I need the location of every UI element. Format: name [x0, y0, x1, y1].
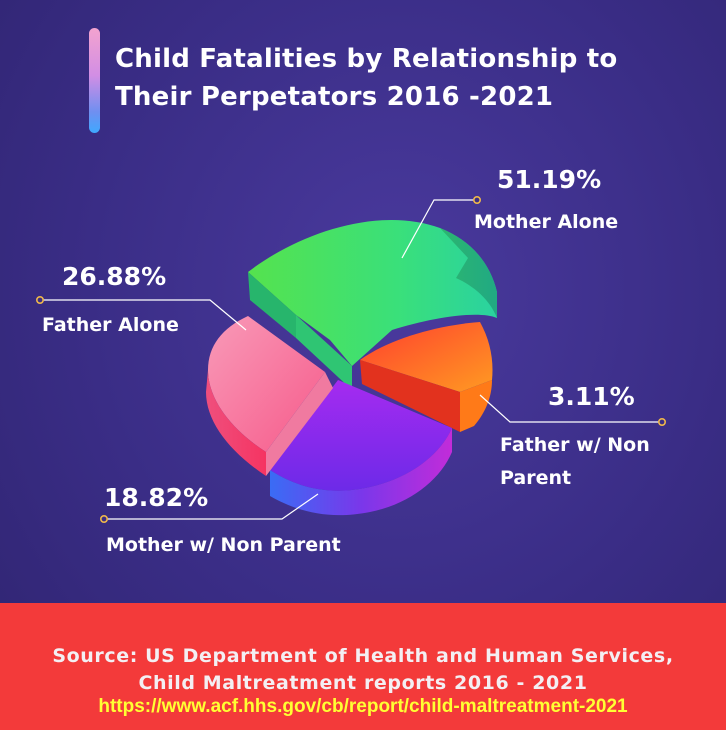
value-label-father-w-non-parent: 3.11%	[548, 382, 635, 411]
pie-slice-mother-alone	[248, 219, 497, 390]
source-url[interactable]: https://www.acf.hhs.gov/cb/report/child-…	[98, 696, 628, 717]
category-label-mother-alone: Mother Alone	[474, 211, 618, 233]
pie-chart: 51.19% 26.88% 3.11% 18.82% Mother Alone …	[35, 165, 666, 556]
leader-line-mother-w-non-parent	[104, 493, 319, 520]
source-footer: Source: US Department of Health and Huma…	[0, 603, 726, 730]
category-label-mother-w-non-parent: Mother w/ Non Parent	[106, 534, 341, 556]
pie-slice-father-w-non-parent	[360, 322, 493, 432]
value-label-mother-alone: 51.19%	[497, 165, 601, 194]
leader-line-father-w-non-parent	[479, 394, 662, 423]
leader-dot-father-w-non-parent	[657, 417, 666, 426]
pie-slice-mother-w-non-parent	[270, 380, 452, 516]
leader-dot-mother-alone	[472, 196, 481, 205]
leader-dot-mother-w-non-parent	[100, 514, 109, 523]
value-label-mother-w-non-parent: 18.82%	[104, 483, 208, 512]
leader-dot-father-alone	[35, 295, 44, 304]
pie-slice-father-alone	[206, 316, 333, 476]
leader-line-father-alone	[40, 299, 247, 331]
source-text: Source: US Department of Health and Huma…	[52, 645, 674, 694]
category-label-father-w-non-parent-line2: Parent	[500, 467, 571, 489]
leader-line-mother-alone	[401, 199, 477, 259]
value-label-father-alone: 26.88%	[62, 262, 166, 291]
category-label-father-w-non-parent: Father w/ Non Parent	[500, 434, 656, 489]
category-label-father-alone: Father Alone	[42, 314, 179, 336]
chart-title: Child Fatalities by Relationship to Thei…	[115, 44, 618, 112]
category-label-father-w-non-parent-line1: Father w/ Non	[500, 434, 650, 456]
title-accent-bar	[89, 28, 100, 133]
